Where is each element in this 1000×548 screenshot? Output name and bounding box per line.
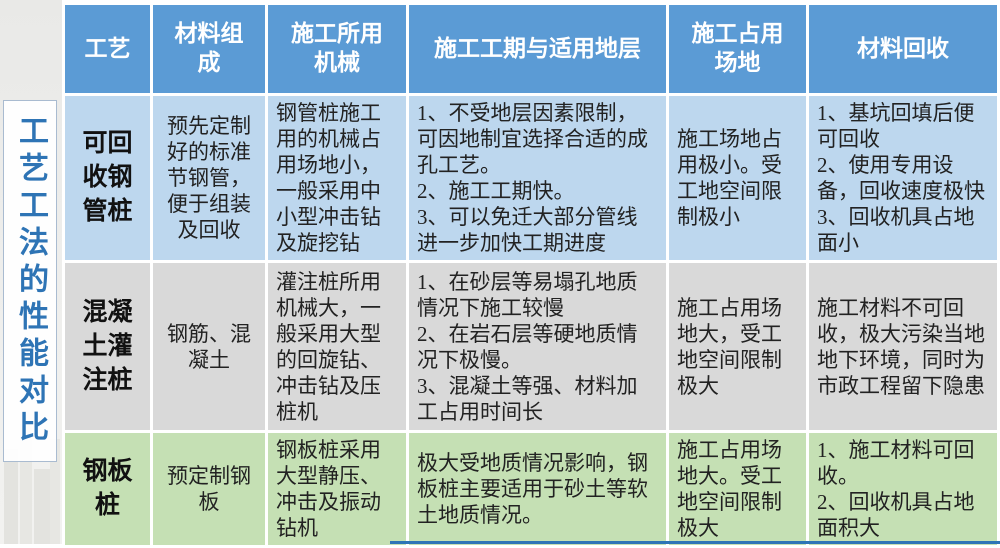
cell-material: 钢筋、混凝土 — [153, 263, 265, 430]
table-row-concrete-pile: 混凝土灌注桩 钢筋、混凝土 灌注桩所用机械大，一般采用大型的回旋钻、冲击钻及压桩… — [65, 263, 997, 430]
page-title: 工艺工法的性能对比 — [14, 114, 47, 448]
left-sidebar: 工艺工法的性能对比 — [0, 0, 62, 544]
table-row-steel-pipe-pile: 可回收钢管桩 预先定制好的标准节钢管，便于组装及回收 钢管桩施工用的机械占用场地… — [65, 96, 997, 260]
col-header-material: 材料组成 — [153, 5, 265, 93]
cell-site: 施工场地占用极小。受工地空间限制极小 — [669, 96, 806, 260]
cell-material: 预先定制好的标准节钢管，便于组装及回收 — [153, 96, 265, 260]
skyline-building — [34, 469, 50, 544]
skyline-building — [50, 439, 60, 544]
cell-recovery: 1、基坑回填后便可回收 2、使用专用设备，回收速度极快 3、回收机具占地面小 — [809, 96, 997, 260]
cell-site: 施工占用场地大，受工地空间限制极大 — [669, 263, 806, 430]
col-header-recovery: 材料回收 — [809, 5, 997, 93]
cell-machinery: 钢板桩采用大型静压、冲击及振动钻机 — [268, 433, 406, 545]
cell-process: 可回收钢管桩 — [65, 96, 150, 260]
cell-period: 1、不受地层因素限制，可因地制宜选择合适的成孔工艺。 2、施工工期快。 3、可以… — [409, 96, 666, 260]
col-header-site: 施工占用场地 — [669, 5, 806, 93]
cell-machinery: 灌注桩所用机械大，一般采用大型的回旋钻、冲击钻及压桩机 — [268, 263, 406, 430]
bottom-accent-line — [390, 541, 1000, 544]
col-header-period: 施工工期与适用地层 — [409, 5, 666, 93]
cell-period: 极大受地质情况影响，钢板桩主要适用于砂土等软土地质情况。 — [409, 433, 666, 545]
header-row: 工艺 材料组成 施工所用机械 施工工期与适用地层 施工占用场地 材料回收 — [65, 5, 997, 93]
cell-site: 施工占用场地大。受工地空间限制极大 — [669, 433, 806, 545]
col-header-machinery: 施工所用机械 — [268, 5, 406, 93]
vertical-title-box: 工艺工法的性能对比 — [3, 100, 57, 462]
cell-period: 1、在砂层等易塌孔地质情况下施工较慢 2、在岩石层等硬地质情况下极慢。 3、混凝… — [409, 263, 666, 430]
comparison-table: 工艺 材料组成 施工所用机械 施工工期与适用地层 施工占用场地 材料回收 可回收… — [62, 2, 1000, 548]
cell-recovery: 施工材料不可回收，极大污染当地地下环境，同时为市政工程留下隐患 — [809, 263, 997, 430]
skyline-building — [4, 449, 18, 544]
cell-process: 混凝土灌注桩 — [65, 263, 150, 430]
cell-process: 钢板桩 — [65, 433, 150, 545]
cell-machinery: 钢管桩施工用的机械占用场地小，一般采用中小型冲击钻及旋挖钻 — [268, 96, 406, 260]
col-header-process: 工艺 — [65, 5, 150, 93]
cell-recovery: 1、施工材料可回收。 2、回收机具占地面积大 — [809, 433, 997, 545]
cell-material: 预定制钢板 — [153, 433, 265, 545]
table-row-sheet-pile: 钢板桩 预定制钢板 钢板桩采用大型静压、冲击及振动钻机 极大受地质情况影响，钢板… — [65, 433, 997, 545]
